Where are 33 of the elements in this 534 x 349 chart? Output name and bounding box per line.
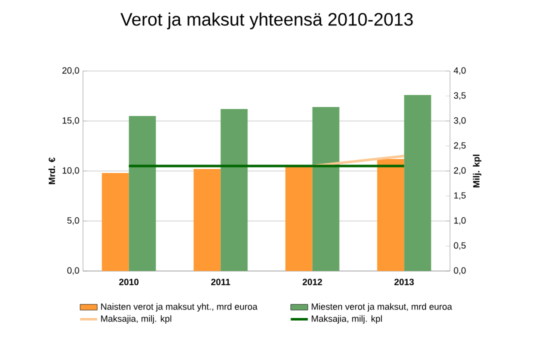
bar: [128, 116, 156, 271]
bar: [404, 95, 432, 271]
bar: [285, 166, 312, 271]
y-axis-title: Mrd. €: [48, 157, 56, 184]
y2-tick-label: 1,5: [454, 192, 466, 200]
x-tick-label: 2012: [302, 278, 322, 286]
y-tick-label: 5,0: [67, 217, 80, 225]
bar: [102, 173, 129, 271]
legend-label: Maksajia, milj. kpl: [312, 315, 382, 324]
y-tick-label: 15,0: [62, 117, 80, 125]
y2-tick-label: 1,0: [454, 217, 466, 225]
x-tick-label: 2011: [211, 278, 230, 286]
bar: [312, 107, 340, 271]
y2-tick-label: 0,5: [454, 242, 466, 250]
legend-label: Maksajia, milj. kpl: [101, 315, 172, 324]
legend-label: Naisten verot ja maksut yht., mrd euroa: [101, 303, 258, 312]
y-tick-label: 10,0: [62, 167, 80, 175]
y-tick-label: 20,0: [62, 67, 80, 75]
x-tick-label: 2010: [119, 278, 139, 286]
bar: [220, 109, 248, 271]
y2-tick-label: 4,0: [454, 67, 466, 75]
chart-title: Verot ja maksut yhteensä 2010-2013: [120, 12, 413, 30]
y2-axis-title: Milj. kpl: [472, 154, 482, 188]
x-tick-label: 2013: [394, 278, 414, 286]
y2-tick-label: 3,5: [454, 92, 466, 100]
bar: [377, 159, 404, 271]
y-tick-label: 0,0: [67, 267, 80, 275]
legend-label: Miesten verot ja maksut, mrd euroa: [312, 303, 452, 312]
y2-tick-label: 2,0: [454, 167, 466, 175]
y2-tick-label: 2,5: [454, 142, 466, 150]
y2-tick-label: 3,0: [454, 117, 466, 125]
y2-tick-label: 0,0: [454, 267, 466, 275]
bar: [194, 169, 221, 271]
